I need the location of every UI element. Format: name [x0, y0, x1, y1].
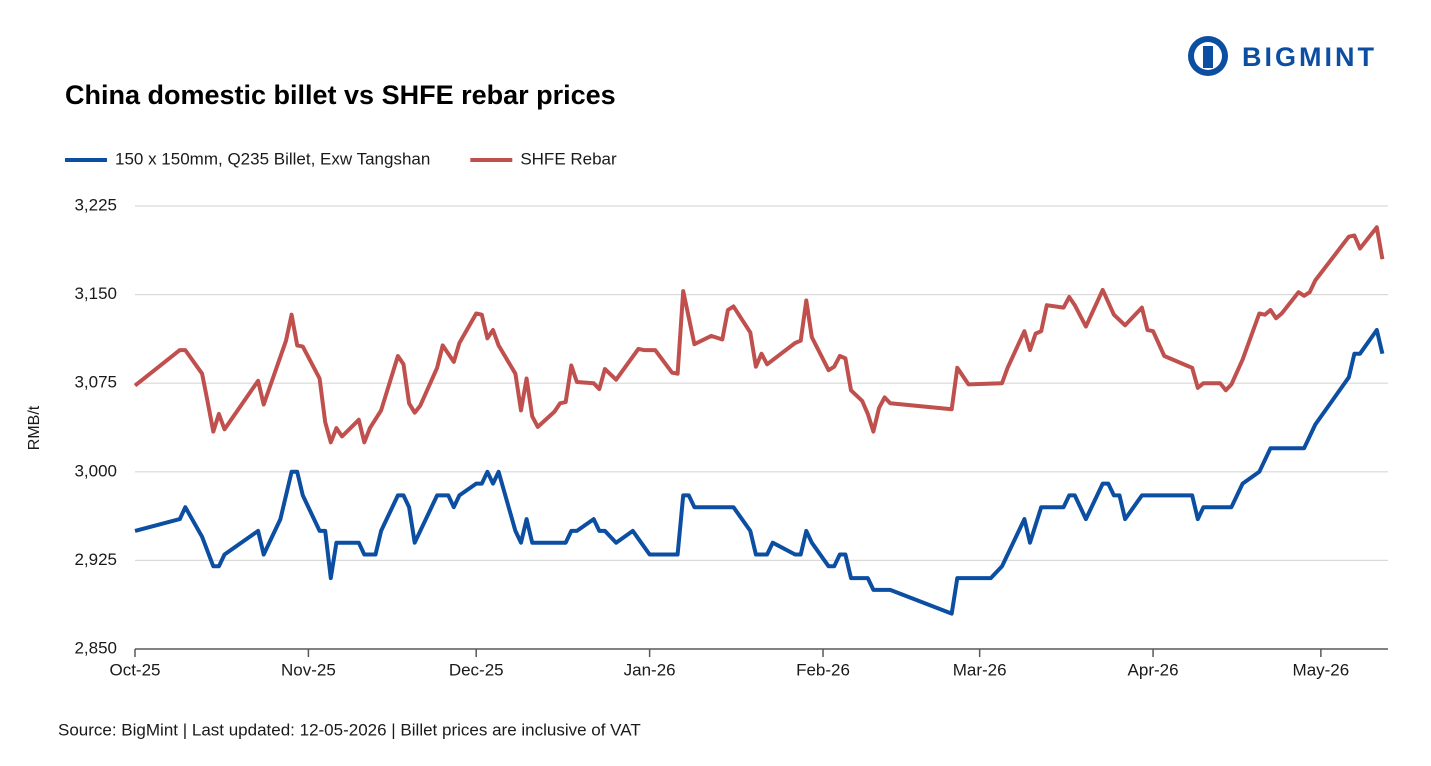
- x-tick-label: Nov-25: [281, 660, 336, 679]
- logo: BIGMINT: [1188, 36, 1377, 76]
- y-tick-label: 3,225: [74, 195, 117, 214]
- y-tick-label: 3,075: [74, 373, 117, 392]
- y-axis-label: RMB/t: [26, 405, 43, 450]
- logo-text: BIGMINT: [1242, 42, 1377, 72]
- x-tick-label: Apr-26: [1128, 660, 1179, 679]
- chart-title: China domestic billet vs SHFE rebar pric…: [65, 80, 616, 110]
- series-line: [134, 328, 1385, 616]
- y-tick-label: 3,000: [74, 461, 117, 480]
- x-tick-label: Jan-26: [624, 660, 676, 679]
- y-tick-label: 2,850: [74, 638, 117, 657]
- source-note: Source: BigMint | Last updated: 12-05-20…: [58, 720, 641, 739]
- x-tick-label: May-26: [1293, 660, 1350, 679]
- y-tick-label: 3,150: [74, 284, 117, 303]
- x-tick-label: Dec-25: [449, 660, 504, 679]
- series-line: [133, 225, 1385, 445]
- x-tick-label: Feb-26: [796, 660, 850, 679]
- legend-label: SHFE Rebar: [520, 149, 617, 168]
- logo-icon-figure: [1203, 46, 1213, 68]
- y-tick-label: 2,925: [74, 550, 117, 569]
- x-tick-label: Oct-25: [109, 660, 160, 679]
- x-tick-label: Mar-26: [953, 660, 1007, 679]
- legend-label: 150 x 150mm, Q235 Billet, Exw Tangshan: [115, 149, 430, 168]
